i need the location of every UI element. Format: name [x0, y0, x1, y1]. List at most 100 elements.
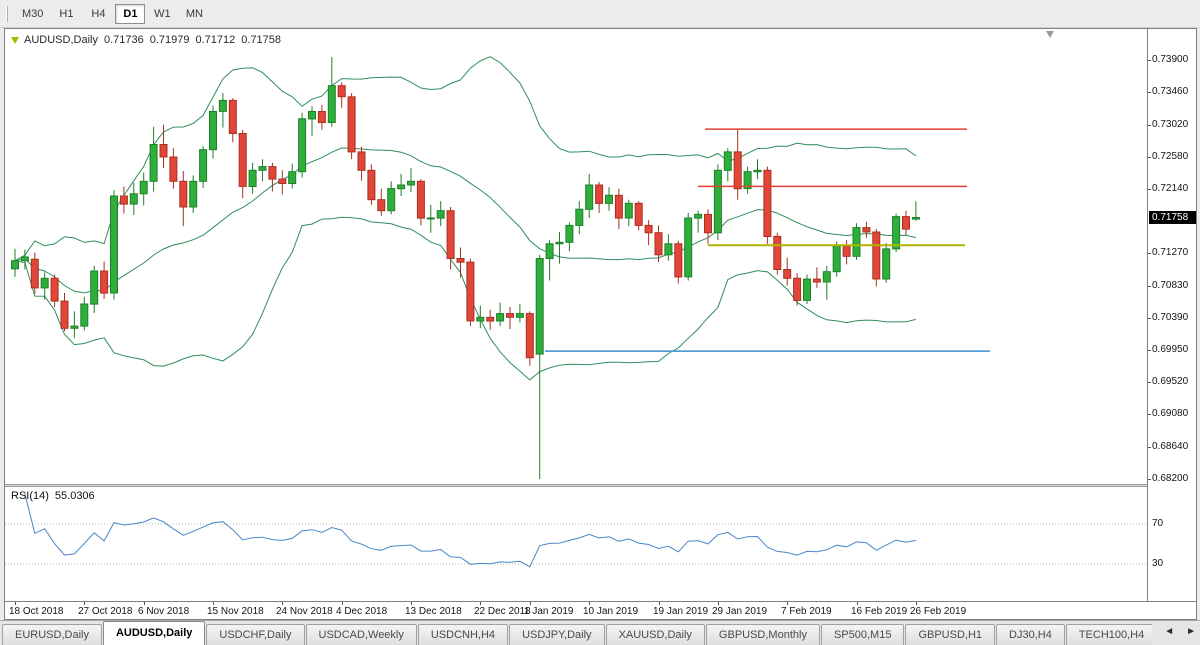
price-label: 0.72580: [1152, 151, 1189, 162]
price-axis-tick: [1148, 189, 1151, 190]
price-label: 0.69080: [1152, 408, 1189, 419]
date-label: 26 Feb 2019: [910, 606, 967, 617]
chart-tabs: EURUSD,Daily AUDUSD,Daily USDCHF,Daily USDC…: [2, 620, 1152, 645]
date-label: 13 Dec 2018: [405, 606, 462, 617]
date-axis-tick: [530, 602, 531, 605]
price-label: 0.69950: [1152, 344, 1189, 355]
current-price-badge: 0.71758: [1149, 211, 1196, 224]
rsi-name: RSI(14): [11, 490, 49, 502]
date-axis-tick: [718, 602, 719, 605]
date-axis-tick: [342, 602, 343, 605]
price-axis-tick: [1148, 414, 1151, 415]
tab-usdchf-daily[interactable]: USDCHF,Daily: [206, 624, 305, 645]
date-label: 4 Dec 2018: [336, 606, 388, 617]
date-axis-tick: [411, 602, 412, 605]
price-axis-tick: [1148, 382, 1151, 383]
rsi-level-label: 30: [1152, 558, 1164, 569]
date-label: 1 Jan 2019: [524, 606, 574, 617]
ohlc-open: 0.71736: [103, 34, 144, 46]
rsi-indicator-label: RSI(14) 55.0306: [11, 490, 95, 502]
main-chart-pane[interactable]: AUDUSD,Daily 0.71736 0.71979 0.71712 0.7…: [5, 29, 1147, 484]
ohlc-low: 0.71712: [195, 34, 236, 46]
chart-tab-bar: EURUSD,Daily AUDUSD,Daily USDCHF,Daily USDC…: [0, 620, 1200, 645]
price-label: 0.70830: [1152, 280, 1189, 291]
pane-divider[interactable]: [5, 484, 1196, 487]
ohlc-close: 0.71758: [241, 34, 282, 46]
main-chart-svg: [11, 31, 1054, 479]
price-axis-tick: [1148, 92, 1151, 93]
chart-window: AUDUSD,Daily 0.71736 0.71979 0.71712 0.7…: [4, 28, 1197, 620]
candles-layer: [11, 57, 920, 479]
tab-gbpusd-h1[interactable]: GBPUSD,H1: [905, 624, 996, 645]
timeframe-button-h4[interactable]: H4: [91, 7, 106, 20]
price-label: 0.73460: [1152, 86, 1189, 97]
timeframe-button-w1[interactable]: W1: [154, 7, 171, 20]
timeframe-button-d1[interactable]: D1: [115, 3, 146, 24]
date-axis-tick: [589, 602, 590, 605]
date-axis-tick: [144, 602, 145, 605]
tabs-scroll-right-icon[interactable]: ►: [1186, 626, 1196, 637]
timeframe-button-m30[interactable]: M30: [22, 7, 44, 20]
tab-tech100-h4[interactable]: TECH100,H4: [1065, 624, 1152, 645]
date-axis[interactable]: 18 Oct 2018 27 Oct 2018 6 Nov 2018 15 Nov 2…: [5, 601, 1196, 619]
price-axis-tick: [1148, 318, 1151, 319]
date-label: 10 Jan 2019: [583, 606, 639, 617]
date-label: 16 Feb 2019: [851, 606, 908, 617]
date-axis-tick: [916, 602, 917, 605]
price-axis[interactable]: 0.71758 0.73900 0.73460 0.73020 0.72580 0.72…: [1147, 29, 1196, 601]
price-axis-tick: [1148, 479, 1151, 480]
symbol-triangle-icon: [11, 36, 19, 44]
date-axis-tick: [787, 602, 788, 605]
date-axis-tick: [857, 602, 858, 605]
price-label: 0.73900: [1152, 54, 1189, 65]
price-axis-tick: [1148, 125, 1151, 126]
date-label: 27 Oct 2018: [78, 606, 133, 617]
date-label: 29 Jan 2019: [712, 606, 768, 617]
price-label: 0.73020: [1152, 119, 1189, 130]
price-label: 0.68200: [1152, 473, 1189, 484]
tab-sp500-m15[interactable]: SP500,M15: [820, 624, 905, 645]
date-label: 15 Nov 2018: [207, 606, 264, 617]
rsi-pane[interactable]: RSI(14) 55.0306: [5, 487, 1147, 601]
tab-usdcad-weekly[interactable]: USDCAD,Weekly: [305, 624, 417, 645]
chart-ohlc-title: AUDUSD,Daily 0.71736 0.71979 0.71712 0.7…: [11, 34, 281, 46]
date-axis-tick: [659, 602, 660, 605]
rsi-level-label: 70: [1152, 518, 1164, 529]
tab-usdjpy-daily[interactable]: USDJPY,Daily: [509, 624, 605, 645]
chart-symbol-label: AUDUSD,Daily: [24, 34, 98, 46]
date-label: 24 Nov 2018: [276, 606, 333, 617]
date-axis-tick: [15, 602, 16, 605]
price-label: 0.69520: [1152, 376, 1189, 387]
price-axis-tick: [1148, 60, 1151, 61]
price-label: 0.71270: [1152, 247, 1189, 258]
bollinger-bands: [14, 56, 917, 381]
date-label: 18 Oct 2018: [9, 606, 64, 617]
timeframe-toolbar: M30 H1 H4 D1 W1 MN: [0, 0, 1200, 28]
hline-objects[interactable]: [545, 128, 990, 352]
tabs-scroll-left-icon[interactable]: ◄: [1164, 626, 1175, 637]
rsi-value: 55.0306: [54, 490, 95, 502]
tab-xauusd-daily[interactable]: XAUUSD,Daily: [605, 624, 705, 645]
date-axis-tick: [213, 602, 214, 605]
date-label: 6 Nov 2018: [138, 606, 190, 617]
price-axis-tick: [1148, 350, 1151, 351]
date-axis-tick: [282, 602, 283, 605]
tab-usdcnh-h4[interactable]: USDCNH,H4: [417, 624, 509, 645]
rsi-svg: [5, 493, 1147, 568]
price-axis-tick: [1148, 157, 1151, 158]
date-label: 22 Dec 2018: [474, 606, 531, 617]
tab-audusd-daily[interactable]: AUDUSD,Daily: [102, 621, 206, 645]
price-label: 0.72140: [1152, 183, 1189, 194]
date-label: 7 Feb 2019: [781, 606, 832, 617]
timeframe-button-h1[interactable]: H1: [59, 7, 74, 20]
timeframe-button-mn[interactable]: MN: [185, 7, 203, 20]
chart-shift-marker-icon[interactable]: [1046, 31, 1054, 38]
tab-eurusd-daily[interactable]: EURUSD,Daily: [2, 624, 102, 645]
tab-gbpusd-monthly[interactable]: GBPUSD,Monthly: [705, 624, 820, 645]
tab-scroll-controls: ◄ ►: [1156, 626, 1196, 637]
toolbar-grip[interactable]: [6, 5, 9, 22]
price-axis-tick: [1148, 447, 1151, 448]
tab-dj30-h4[interactable]: DJ30,H4: [996, 624, 1065, 645]
date-axis-tick: [480, 602, 481, 605]
price-axis-tick: [1148, 286, 1151, 287]
